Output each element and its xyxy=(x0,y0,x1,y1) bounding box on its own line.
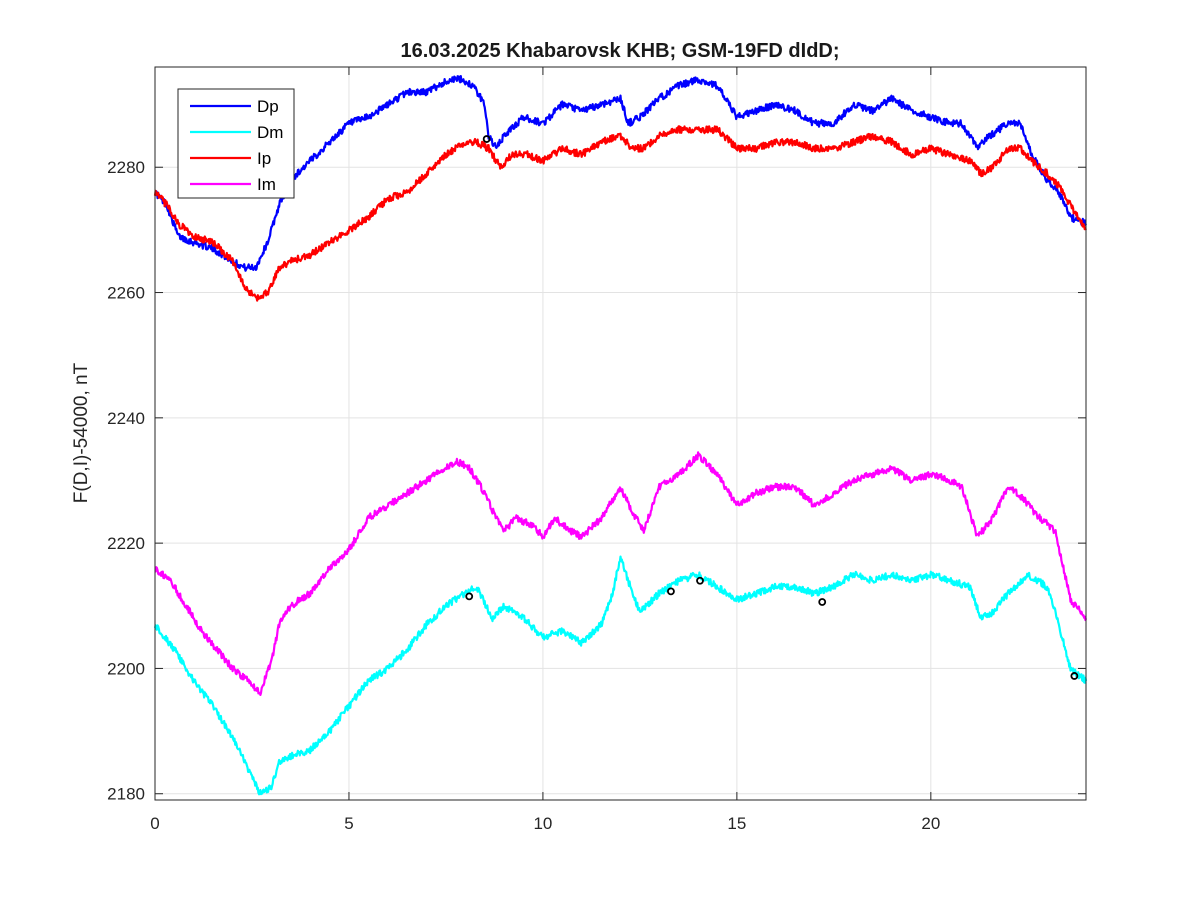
ticks: 0 5 10 15 20 2180 2200 2220 2240 2260 2280 xyxy=(107,67,1086,833)
chart-title: 16.03.2025 Khabarovsk KHB; GSM-19FD dIdD… xyxy=(400,40,839,62)
data-marker xyxy=(482,135,491,143)
data-marker xyxy=(1070,672,1079,680)
legend-label-ip: Ip xyxy=(257,149,271,168)
x-tick-label: 15 xyxy=(727,814,746,833)
plot-area-border xyxy=(154,66,1087,801)
series-line-ip xyxy=(153,125,1087,302)
data-marker xyxy=(667,587,675,596)
data-marker xyxy=(818,598,827,606)
y-tick-label: 2180 xyxy=(107,785,145,804)
x-tick-label: 20 xyxy=(921,814,940,833)
y-tick-label: 2220 xyxy=(107,534,145,553)
marker-layer xyxy=(465,135,1079,680)
x-tick-label: 0 xyxy=(150,814,159,833)
y-axis-label: F(D,I)-54000, nT xyxy=(71,362,92,503)
data-marker xyxy=(696,576,704,585)
series-line-dp xyxy=(154,74,1087,272)
grid xyxy=(154,67,1086,800)
y-tick-label: 2200 xyxy=(107,659,145,678)
legend-box xyxy=(177,88,295,199)
series-layer xyxy=(153,74,1088,796)
x-tick-label: 10 xyxy=(533,814,552,833)
y-tick-label: 2240 xyxy=(107,409,145,428)
y-tick-label: 2260 xyxy=(107,284,145,303)
series-line-im xyxy=(154,451,1088,697)
legend-label-dp: Dp xyxy=(257,97,279,116)
legend: Dp Dm Ip Im xyxy=(177,88,295,199)
x-tick-label: 5 xyxy=(344,814,353,833)
legend-label-im: Im xyxy=(257,175,276,194)
series-line-dm xyxy=(153,555,1088,796)
legend-label-dm: Dm xyxy=(257,123,283,142)
y-tick-label: 2280 xyxy=(107,158,145,177)
data-marker xyxy=(465,592,474,601)
